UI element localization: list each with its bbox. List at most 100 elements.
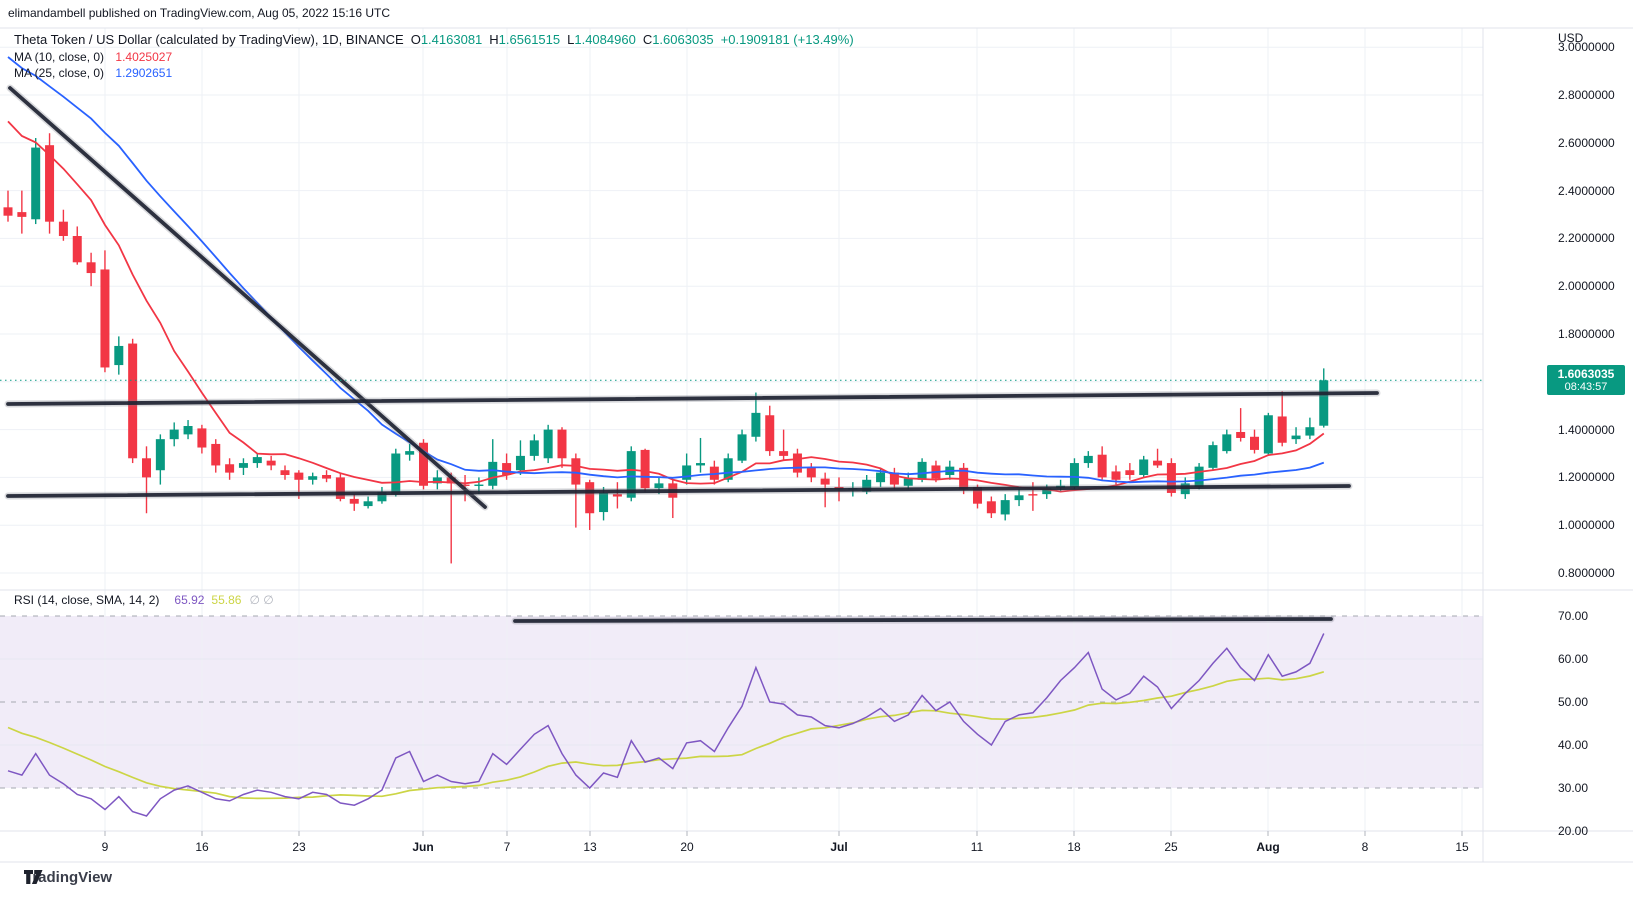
candle-body	[1125, 470, 1135, 476]
time-axis-label: 18	[1067, 840, 1081, 854]
last-price-value: 1.6063035	[1557, 367, 1615, 382]
candle-body	[1139, 459, 1149, 476]
time-axis-label: Jun	[412, 840, 434, 854]
candle-body	[335, 477, 345, 499]
candle-body	[1153, 460, 1163, 466]
price-axis-label: 2.0000000	[1558, 279, 1615, 294]
candle-body	[876, 472, 886, 483]
ma25-legend-row: MA (25, close, 0) 1.2902651	[14, 66, 172, 80]
candle-body	[1208, 445, 1218, 468]
price-axis-label: 2.6000000	[1558, 135, 1615, 150]
ohlc-values: O1.4163081 H1.6561515 L1.4084960 C1.6063035	[404, 32, 714, 47]
price-axis-label: 2.4000000	[1558, 183, 1615, 198]
time-axis-label: 13	[583, 840, 597, 854]
tradingview-logo[interactable]: TradingView	[24, 869, 112, 886]
ohlc-number: 1.4163081	[420, 32, 483, 47]
candle-body	[612, 494, 622, 497]
time-axis-label: 23	[292, 840, 306, 854]
symbol-legend-row: Theta Token / US Dollar (calculated by T…	[14, 32, 854, 47]
candle-body	[543, 429, 553, 459]
candle-body	[585, 482, 595, 514]
price-axis-label: 2.2000000	[1558, 231, 1615, 246]
candle-body	[737, 434, 747, 461]
ohlc-number: 1.6063035	[652, 32, 714, 47]
candle-body	[626, 451, 636, 498]
candle-body	[419, 442, 428, 486]
tradingview-logo-icon	[24, 870, 43, 884]
candle-body	[1263, 415, 1273, 454]
ohlc-h: H1.6561515	[489, 32, 560, 47]
ohlc-number: 1.6561515	[498, 32, 561, 47]
candle-body	[294, 472, 304, 480]
candle-body	[1222, 434, 1232, 452]
candle-body	[363, 501, 373, 507]
candle-body	[1194, 466, 1204, 487]
rsi-legend-row: RSI (14, close, SMA, 14, 2) 65.92 55.86 ∅ ∅	[14, 593, 274, 607]
candle-body	[1042, 488, 1052, 495]
candle-body	[211, 443, 221, 466]
attribution-text: elimandambell published on TradingView.c…	[8, 6, 391, 20]
candle-body	[792, 453, 802, 473]
candle-body	[197, 428, 207, 448]
ohlc-letter: C	[642, 32, 653, 47]
price-axis-label: 1.2000000	[1558, 470, 1615, 485]
rsi-axis-label: 20.00	[1558, 824, 1589, 838]
candle-body	[169, 429, 179, 440]
candle-body	[1097, 454, 1107, 478]
candle-body	[45, 145, 55, 222]
candle-body	[765, 415, 775, 452]
candle-body	[682, 465, 692, 480]
candle-body	[460, 484, 470, 486]
candle-body	[1291, 435, 1301, 440]
rsi-axis-label: 70.00	[1558, 609, 1589, 623]
rsi-line	[7, 633, 1325, 817]
time-axis-label: Jul	[830, 840, 848, 854]
candle-body	[183, 426, 193, 435]
rsi-axis-label: 50.00	[1558, 695, 1589, 709]
candle-body	[405, 451, 415, 455]
time-axis-label: 25	[1164, 840, 1178, 854]
candle-body	[723, 458, 733, 480]
time-axis-label: 15	[1455, 840, 1469, 854]
price-axis-currency: USD	[1558, 31, 1584, 45]
candle-body	[571, 458, 581, 485]
ohlc-letter: O	[410, 32, 421, 47]
price-axis-label: 1.8000000	[1558, 327, 1615, 341]
candle-body	[446, 477, 456, 484]
candle-body	[529, 440, 539, 456]
rsi-axis-label: 30.00	[1558, 781, 1589, 795]
support-line	[6, 484, 1351, 498]
candle-body	[557, 429, 567, 459]
price-axis-label: 1.4000000	[1558, 422, 1615, 437]
ma10-value: 1.4025027	[115, 50, 173, 64]
candle-body	[903, 478, 913, 486]
price-axis-label: 0.8000000	[1558, 566, 1615, 580]
price-axis-label: 1.0000000	[1558, 518, 1615, 533]
candle-body	[280, 470, 290, 476]
candle-body	[308, 476, 318, 480]
rsi-label: RSI (14, close, SMA, 14, 2)	[14, 593, 160, 607]
last-price-badge: 1.6063035 08:43:57	[1547, 365, 1625, 396]
rsi-sma-value: 55.86	[211, 593, 242, 607]
candle-body	[322, 475, 332, 479]
change-value: +0.1909181 (+13.49%)	[720, 32, 854, 47]
ma25-value: 1.2902651	[115, 66, 173, 80]
candle-body	[820, 478, 830, 485]
rsi-resistance-line	[513, 617, 1333, 623]
rsi-sma-line	[7, 670, 1325, 800]
ohlc-o: O1.4163081	[411, 32, 483, 47]
bar-countdown: 08:43:57	[1564, 381, 1608, 394]
candle-body	[515, 455, 525, 471]
ohlc-l: L1.4084960	[567, 32, 636, 47]
ohlc-letter: L	[567, 32, 575, 47]
candle-body	[100, 269, 110, 368]
candle-body	[599, 492, 609, 513]
candle-body	[58, 221, 68, 237]
time-axis-label: 9	[101, 840, 109, 854]
tradingview-logo-text: TradingView	[24, 869, 113, 886]
candle-body	[1083, 455, 1093, 464]
candle-body	[31, 147, 41, 220]
candle-body	[225, 464, 235, 473]
descending-trendline	[8, 86, 487, 509]
rsi-value: 65.92	[174, 593, 205, 607]
